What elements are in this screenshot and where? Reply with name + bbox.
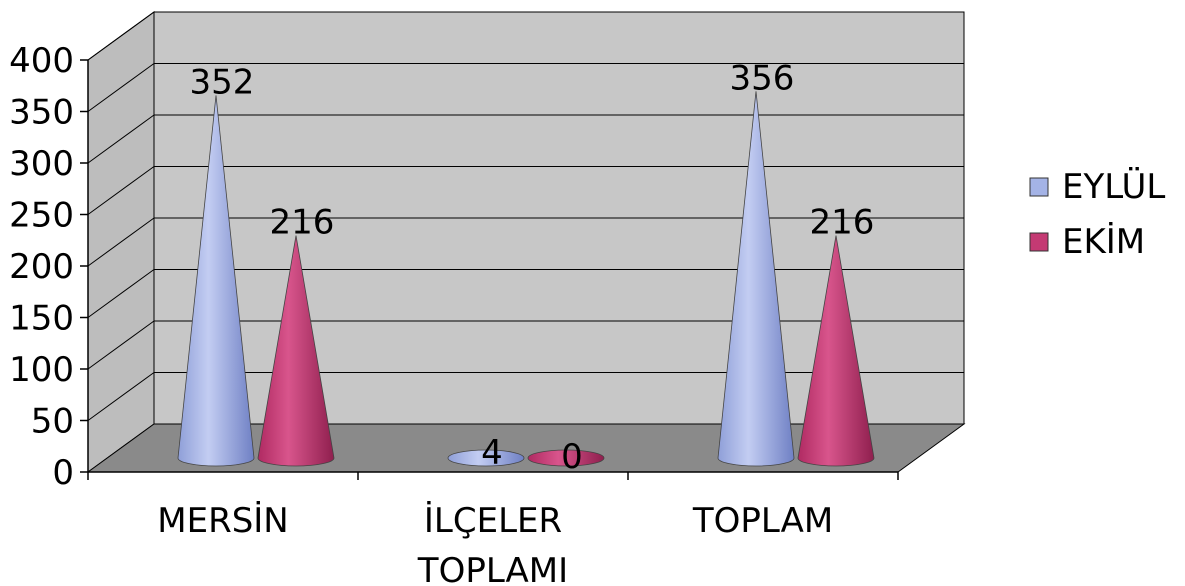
- cone-bar: [717, 91, 795, 467]
- gridline-side: [87, 320, 155, 370]
- gridline-side: [87, 114, 155, 164]
- x-tick-label: MERSİN: [157, 501, 288, 541]
- x-tick-label: TOPLAM: [692, 501, 833, 541]
- y-tick-label: 400: [9, 41, 74, 81]
- y-tick-label: 50: [31, 402, 74, 442]
- y-tick-label: 0: [52, 453, 74, 493]
- y-tick-label: 100: [9, 350, 74, 390]
- legend-label: EKİM: [1062, 222, 1145, 262]
- cone-bar: [257, 235, 335, 467]
- gridline-side: [87, 372, 155, 421]
- cone-bar: [797, 235, 875, 467]
- data-label: 216: [810, 203, 875, 243]
- gridline-side: [87, 11, 155, 61]
- gridline-side: [87, 63, 155, 112]
- y-tick-label: 250: [9, 196, 74, 236]
- legend-label: EYLÜL: [1062, 166, 1165, 207]
- gridline-side: [87, 166, 155, 215]
- y-tick-label: 200: [9, 247, 74, 287]
- gridline-side: [87, 269, 155, 318]
- x-tick-label: TOPLAMI: [417, 551, 568, 586]
- cone-bar: [177, 95, 255, 467]
- data-label: 216: [270, 203, 335, 243]
- legend-swatch: [1029, 177, 1049, 197]
- data-label: 356: [730, 58, 795, 98]
- y-tick-label: 300: [9, 144, 74, 184]
- data-label: 352: [190, 62, 255, 102]
- legend-swatch: [1029, 232, 1049, 252]
- data-label: 4: [481, 433, 503, 473]
- legend: EYLÜL EKİM: [1029, 166, 1165, 262]
- x-tick-label: İLÇELER: [424, 501, 562, 541]
- chart-labels: 0 50 100 150 200 250 300 350 400 MERSİN İLÇELER TOP…: [9, 41, 874, 586]
- cone-bar: [527, 449, 605, 467]
- cone-bar: [447, 449, 525, 467]
- gridline-side: [87, 217, 155, 267]
- y-tick-label: 350: [9, 93, 74, 133]
- y-tick-label: 150: [9, 299, 74, 339]
- data-label: 0: [561, 437, 583, 477]
- chart-marks: [177, 91, 875, 467]
